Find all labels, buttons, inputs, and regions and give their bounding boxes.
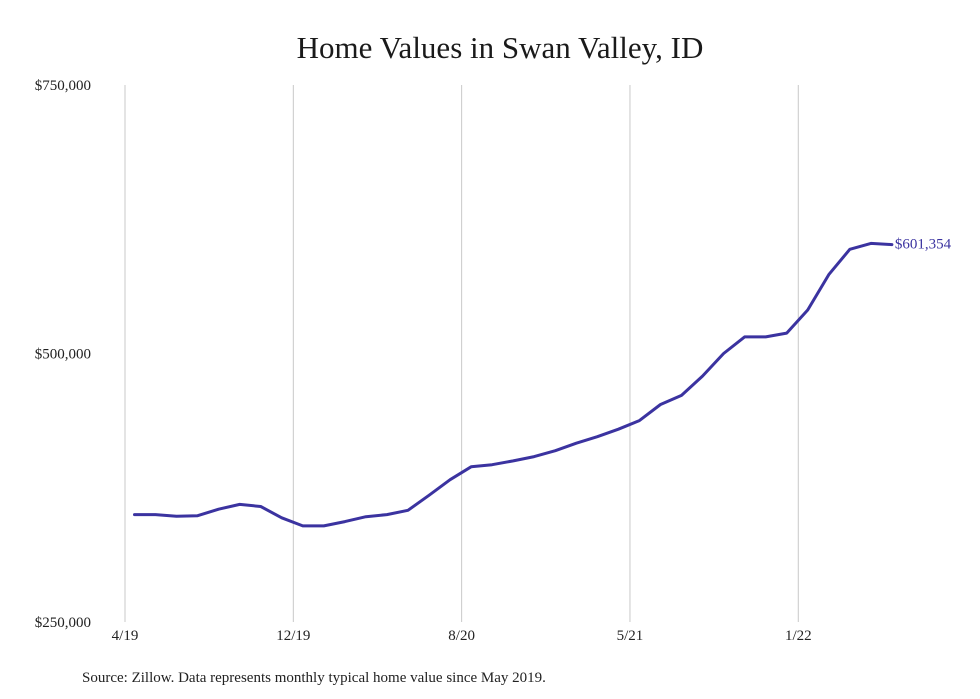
y-axis: $250,000 $500,000 $750,000 bbox=[35, 78, 91, 631]
x-tick-label: 5/21 bbox=[617, 628, 644, 644]
x-tick-label: 1/22 bbox=[785, 628, 812, 644]
series-line bbox=[133, 241, 894, 528]
y-tick-label: $750,000 bbox=[35, 78, 91, 94]
y-tick-label: $250,000 bbox=[35, 615, 91, 631]
x-tick-label: 12/19 bbox=[276, 628, 310, 644]
x-tick-label: 8/20 bbox=[448, 628, 475, 644]
y-tick-label: $500,000 bbox=[35, 347, 91, 363]
gridlines bbox=[124, 85, 799, 622]
series-layer bbox=[133, 241, 894, 528]
end-value-label: $601,354 bbox=[895, 237, 952, 253]
chart-title: Home Values in Swan Valley, ID bbox=[297, 30, 704, 65]
x-tick-label: 4/19 bbox=[112, 628, 139, 644]
x-axis: 4/19 12/19 8/20 5/21 1/22 bbox=[112, 628, 812, 644]
source-note: Source: Zillow. Data represents monthly … bbox=[82, 670, 546, 686]
